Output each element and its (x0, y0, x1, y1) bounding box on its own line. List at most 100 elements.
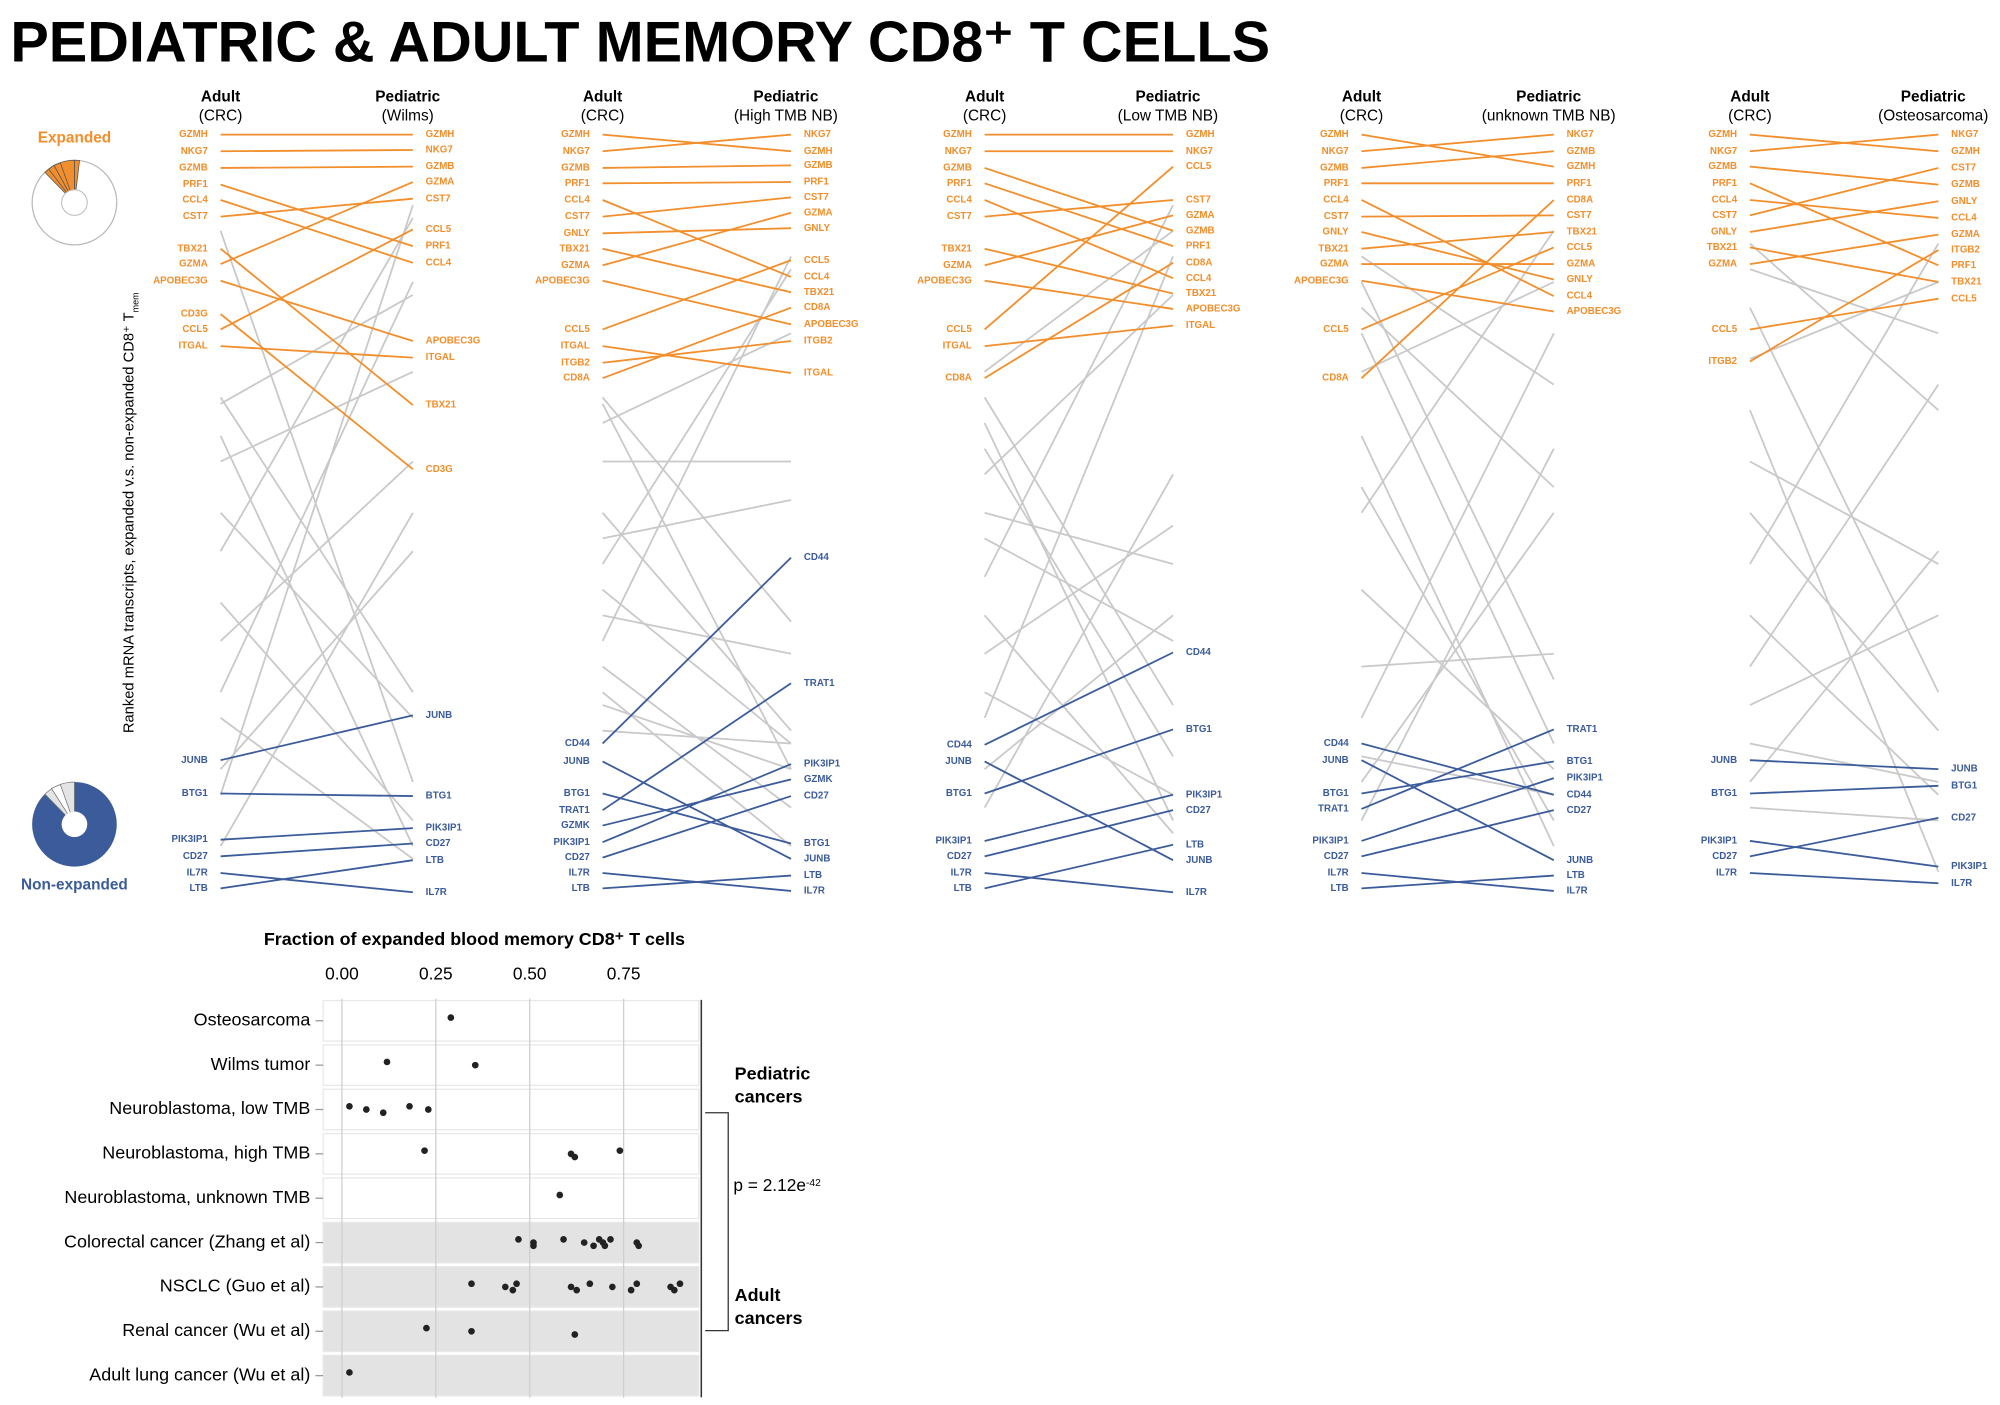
gene-label: IL7R (187, 868, 208, 879)
gene-link (1749, 614, 1939, 796)
data-point (468, 1280, 475, 1288)
gene-link (1360, 486, 1555, 821)
gene-link (1749, 246, 1939, 283)
gene-label: BTG1 (946, 788, 973, 799)
gene-link (1360, 281, 1555, 680)
gene-label: JUNB (1567, 855, 1594, 866)
gene-link (984, 247, 1174, 295)
gene-label: NKG7 (1567, 129, 1594, 140)
gene-link (1749, 614, 1939, 706)
gene-label: CD3G (181, 309, 208, 320)
data-point (447, 1014, 455, 1021)
gene-label: GZMB (1708, 161, 1737, 172)
gene-label: JUNB (426, 710, 453, 721)
gene-label: IL7R (951, 868, 972, 879)
gene-label: JUNB (1322, 755, 1349, 766)
left-group: Adult (1342, 88, 1381, 105)
gene-label: APOBEC3G (1567, 306, 1622, 317)
gene-link (1749, 409, 1940, 873)
gene-label: CCL5 (804, 255, 830, 266)
gene-link (1361, 133, 1554, 168)
data-point (515, 1236, 522, 1243)
gene-label: PRF1 (565, 178, 590, 189)
gene-label: CST7 (1712, 210, 1737, 221)
left-subgroup: (CRC) (199, 108, 243, 125)
gene-label: CCL5 (564, 324, 590, 335)
gene-link (220, 859, 414, 890)
legend-non-expanded: Non-expanded (21, 877, 128, 894)
gene-label: IL7R (1328, 868, 1349, 879)
gene-label: JUNB (181, 755, 208, 766)
gene-link (602, 196, 792, 218)
right-subgroup: (unknown TMB NB) (1482, 108, 1616, 125)
gene-link (602, 763, 792, 844)
data-point (609, 1283, 616, 1291)
y-axis-label: Ranked mRNA transcripts, expanded v.s. n… (121, 292, 140, 733)
right-group: Pediatric (1901, 88, 1966, 105)
gene-label: GZMB (804, 160, 833, 171)
gene-label: PRF1 (804, 177, 829, 188)
p-value-exponent: -42 (806, 1177, 821, 1188)
gene-label: TBX21 (426, 400, 457, 411)
gene-link (1361, 279, 1554, 313)
gene-label: PIK3IP1 (804, 759, 841, 770)
gene-label: ITGAL (804, 368, 833, 379)
data-point (607, 1236, 614, 1243)
gene-label: PIK3IP1 (554, 837, 591, 848)
gene-label: CST7 (947, 211, 972, 222)
gene-label: CD27 (426, 838, 451, 849)
gene-link (1749, 133, 1939, 153)
gene-link (1749, 872, 1939, 885)
data-point (580, 1239, 588, 1246)
gene-label: CD8A (1567, 195, 1594, 206)
gene-link (1361, 777, 1555, 842)
data-point (471, 1061, 479, 1069)
gene-link (1749, 242, 1939, 411)
gene-label: JUNB (1711, 755, 1738, 766)
gene-link (984, 279, 1174, 310)
gene-link (1360, 448, 1555, 821)
gene-label: NKG7 (426, 145, 453, 156)
gene-link (1361, 133, 1554, 153)
data-point (670, 1286, 678, 1294)
data-point (567, 1283, 575, 1291)
gene-label: ITGAL (179, 341, 208, 352)
gene-link (1749, 297, 1939, 331)
left-subgroup: (CRC) (1340, 108, 1384, 125)
gene-label: GZMH (943, 129, 972, 140)
gene-label: NKG7 (945, 146, 972, 157)
gene-label: CD27 (1712, 851, 1737, 862)
gene-label: BTG1 (564, 788, 591, 799)
gene-label: JUNB (945, 756, 972, 767)
gene-link (983, 614, 1174, 834)
gene-label: TRAT1 (559, 805, 590, 816)
gene-label: PRF1 (1186, 241, 1211, 252)
gene-label: NKG7 (181, 146, 208, 157)
gene-label: TBX21 (942, 243, 973, 254)
gene-label: TRAT1 (1318, 803, 1349, 814)
gene-label: NKG7 (1186, 146, 1213, 157)
gene-link (219, 460, 414, 642)
gene-label: GZMA (943, 260, 972, 271)
gene-label: GZMH (561, 129, 590, 140)
gene-link (1361, 199, 1555, 297)
gene-label: CD27 (1567, 805, 1592, 816)
gene-label: TBX21 (559, 243, 590, 254)
gene-link (602, 332, 792, 424)
gene-link (219, 230, 414, 783)
gene-label: GZMH (426, 129, 455, 140)
gene-link (983, 396, 1174, 706)
gene-label: IL7R (1186, 887, 1207, 898)
gene-link (602, 306, 792, 380)
gene-label: GZMB (1186, 225, 1215, 236)
gene-link (1360, 332, 1555, 719)
gene-label: CD44 (804, 552, 829, 563)
gene-label: CD44 (1567, 789, 1592, 800)
gene-label: CCL4 (426, 257, 452, 268)
data-point (346, 1369, 353, 1376)
gene-label: TBX21 (804, 287, 835, 298)
x-tick-label: 0.75 (607, 963, 641, 983)
gene-label: CD27 (1324, 851, 1349, 862)
category-label: Colorectal cancer (Zhang et al) (64, 1231, 310, 1251)
